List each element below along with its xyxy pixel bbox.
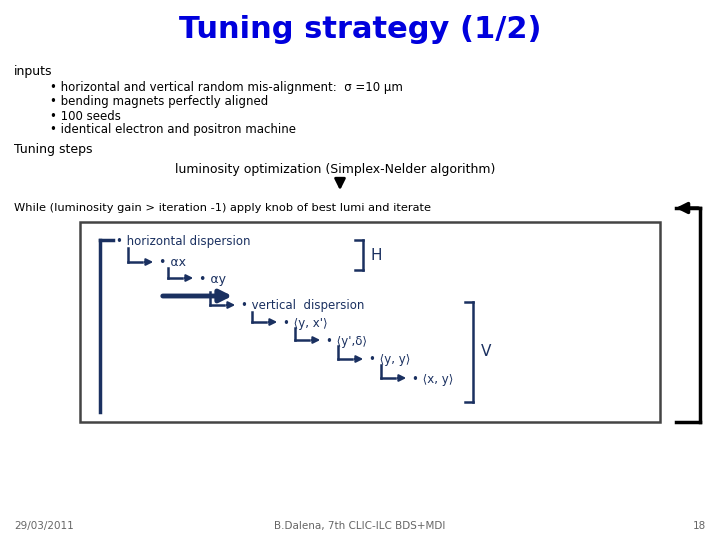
Text: B.Dalena, 7th CLIC-ILC BDS+MDI: B.Dalena, 7th CLIC-ILC BDS+MDI (274, 521, 446, 531)
Text: Tuning strategy (1/2): Tuning strategy (1/2) (179, 16, 541, 44)
Text: • horizontal dispersion: • horizontal dispersion (116, 235, 251, 248)
Text: • ⟨y',δ⟩: • ⟨y',δ⟩ (326, 334, 367, 348)
Text: • αx: • αx (159, 256, 186, 269)
Text: 18: 18 (693, 521, 706, 531)
Text: V: V (481, 345, 491, 360)
Text: While (luminosity gain > iteration -1) apply knob of best lumi and iterate: While (luminosity gain > iteration -1) a… (14, 203, 431, 213)
Text: • ⟨y, x'⟩: • ⟨y, x'⟩ (283, 316, 328, 329)
Text: • identical electron and positron machine: • identical electron and positron machin… (50, 124, 296, 137)
Text: • 100 seeds: • 100 seeds (50, 110, 121, 123)
Text: inputs: inputs (14, 65, 53, 78)
Text: • ⟨y, y⟩: • ⟨y, y⟩ (369, 354, 410, 367)
Text: • ⟨x, y⟩: • ⟨x, y⟩ (412, 373, 454, 386)
Text: 29/03/2011: 29/03/2011 (14, 521, 73, 531)
Text: H: H (371, 247, 382, 262)
Bar (80, 222, 660, 422)
Text: • horizontal and vertical random mis-alignment:  σ =10 μm: • horizontal and vertical random mis-ali… (50, 82, 403, 94)
Text: • vertical  dispersion: • vertical dispersion (241, 300, 364, 313)
Text: Tuning steps: Tuning steps (14, 144, 92, 157)
Text: luminosity optimization (Simplex-Nelder algorithm): luminosity optimization (Simplex-Nelder … (175, 164, 495, 177)
Text: • αy: • αy (199, 273, 226, 286)
Text: • bending magnets perfectly aligned: • bending magnets perfectly aligned (50, 96, 269, 109)
